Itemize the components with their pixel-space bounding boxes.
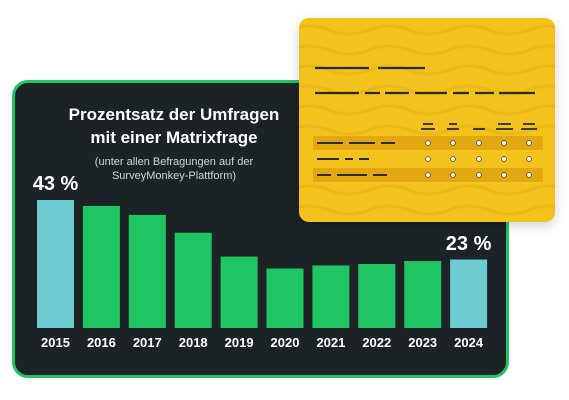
tick-label-2016: 2016 [87, 335, 116, 350]
chart-subtitle-line-2: SurveyMonkey-Plattform) [111, 170, 237, 182]
bar-2021 [312, 265, 350, 328]
wave-pattern [299, 24, 555, 216]
matrix-column-headers [421, 123, 537, 130]
tick-label-2017: 2017 [133, 335, 162, 350]
tick-label-2019: 2019 [225, 335, 254, 350]
matrix-question-card [299, 18, 555, 222]
bar-2019 [220, 256, 258, 328]
bar-2020 [266, 268, 304, 328]
tick-label-2018: 2018 [179, 335, 208, 350]
tick-label-2024: 2024 [454, 335, 484, 350]
chart-title-line-2: mit einer Matrixfrage [90, 128, 258, 147]
tick-label-2021: 2021 [316, 335, 345, 350]
bar-2024 [450, 259, 488, 328]
chart-title: Prozentsatz der Umfragen mit einer Matri… [68, 103, 280, 149]
tick-label-2023: 2023 [408, 335, 437, 350]
data-label-2015: 43 % [32, 173, 79, 195]
bar-2023 [404, 261, 442, 328]
question-text-lines [315, 66, 535, 95]
bar-2018 [174, 232, 212, 328]
matrix-question-illustration [299, 24, 555, 216]
chart-subtitle: (unter allen Befragungen auf der SurveyM… [68, 155, 280, 183]
bar-2022 [358, 264, 396, 328]
chart-title-line-1: Prozentsatz der Umfragen [68, 105, 280, 124]
tick-label-2020: 2020 [271, 335, 300, 350]
bar-2015 [37, 200, 74, 328]
matrix-radio-dots [425, 140, 532, 178]
matrix-row-labels [317, 142, 395, 176]
chart-subtitle-line-1: (unter allen Befragungen auf der [94, 156, 254, 168]
data-label-2024: 23 % [445, 232, 492, 255]
tick-label-2015: 2015 [41, 335, 70, 350]
bar-2017 [128, 214, 166, 328]
tick-label-2022: 2022 [362, 335, 391, 350]
bar-2016 [82, 205, 120, 328]
